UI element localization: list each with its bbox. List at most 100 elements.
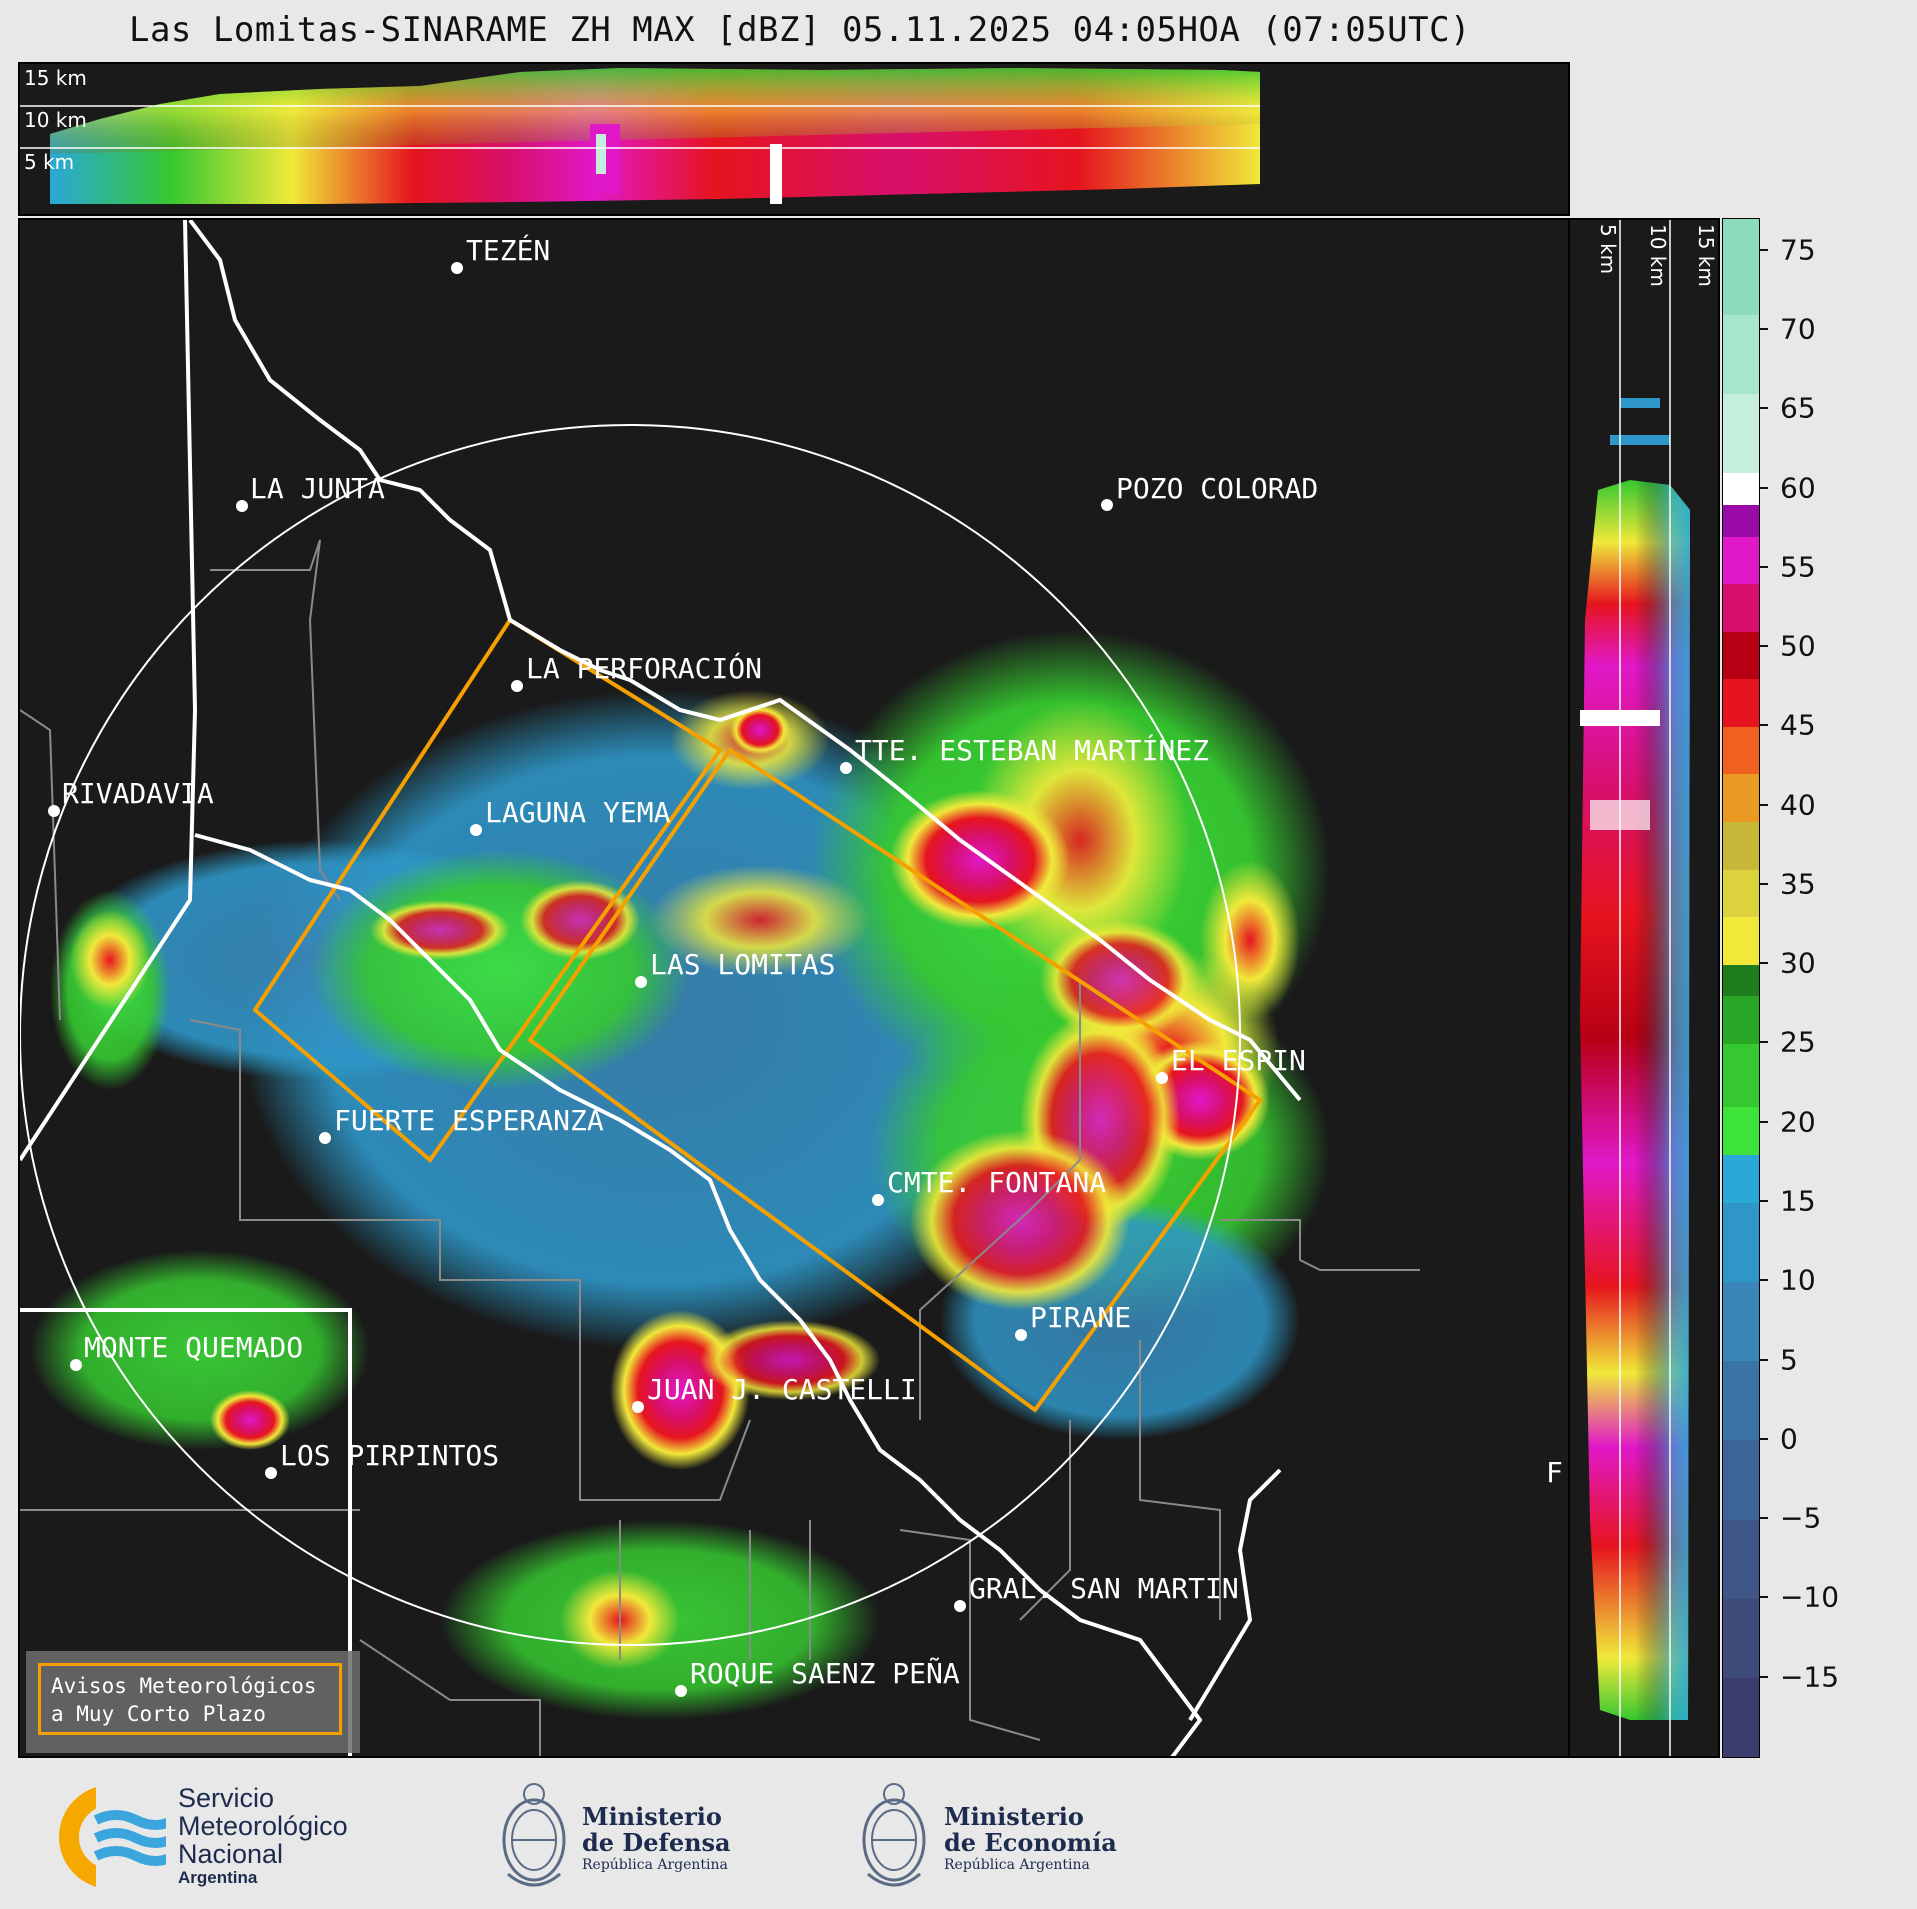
defensa-line2: de Defensa [582,1828,731,1857]
colorbar-tick-label: 25 [1780,1025,1816,1059]
colorbar-segment [1723,631,1759,680]
colorbar-segment [1723,536,1759,585]
colorbar-tick-mark [1760,248,1768,251]
colorbar-tick-label: 0 [1780,1422,1798,1456]
city-label-f: F [1546,1456,1563,1489]
colorbar-tick-label: 35 [1780,867,1816,901]
economia-shield-icon [862,1783,926,1887]
colorbar-segment [1723,678,1759,727]
colorbar-segment [1723,726,1759,775]
colorbar-segment [1723,1439,1759,1520]
city-label-monte-quemado: MONTE QUEMADO [84,1331,303,1364]
colorbar-segment [1723,869,1759,918]
city-dot-los-pirpintos [265,1467,277,1479]
city-dot-rivadavia [48,805,60,817]
city-dot-cmte-fontana [872,1194,884,1206]
colorbar-segment [1723,219,1759,315]
colorbar-tick-label: 20 [1780,1105,1816,1139]
city-dot-juan-j-castelli [632,1401,644,1413]
city-dot-laguna-yema [470,824,482,836]
warning-legend: Avisos Meteorológicos a Muy Corto Plazo [26,1651,360,1753]
city-label-roque-saenz-pena: ROQUE SAENZ PEÑA [690,1656,960,1690]
economia-logo-text: Ministerio de Economía República Argenti… [944,1804,1117,1874]
city-dot-las-lomitas [635,976,647,988]
colorbar-tick-label: 15 [1780,1184,1816,1218]
colorbar-tick-mark [1760,1041,1768,1044]
warning-legend-frame: Avisos Meteorológicos a Muy Corto Plazo [38,1663,342,1735]
warning-legend-line2: a Muy Corto Plazo [51,1702,266,1726]
colorbar-segment [1723,1598,1759,1679]
city-label-cmte-fontana: CMTE. FONTANA [887,1166,1106,1199]
colorbar-tick-mark [1760,882,1768,885]
smn-line3: Nacional [178,1839,284,1869]
economia-line2: de Economía [944,1828,1117,1857]
city-dot-gral-san-martin [954,1600,966,1612]
smn-line2: Meteorológico [178,1811,348,1841]
colorbar-tick-mark [1760,645,1768,648]
colorbar-tick-label: −10 [1780,1580,1840,1614]
colorbar-segment [1723,1043,1759,1108]
colorbar-tick-label: 5 [1780,1343,1798,1377]
colorbar-segment [1723,773,1759,822]
colorbar-tick-label: 30 [1780,946,1816,980]
radar-map-panel: TEZÉN LA JUNTA POZO COLORAD LA PERFORACI… [18,218,1570,1758]
colorbar-tick-mark [1760,1200,1768,1203]
city-label-laguna-yema: LAGUNA YEMA [485,796,671,829]
city-label-la-perforacion: LA PERFORACIÓN [526,651,762,685]
colorbar-tick-mark [1760,407,1768,410]
defensa-line1: Ministerio [582,1802,722,1831]
city-dot-el-espinillo [1156,1072,1168,1084]
city-dot-fuerte-esperanza [319,1132,331,1144]
city-dot-la-perforacion [511,680,523,692]
colorbar-segment [1723,393,1759,474]
warning-polygons [252,617,1263,1413]
colorbar-tick-mark [1760,565,1768,568]
city-dot-pirane [1015,1329,1027,1341]
colorbar-tick-mark [1760,1596,1768,1599]
colorbar-segment [1723,504,1759,537]
colorbar-segment [1723,1281,1759,1362]
colorbar-segment [1723,314,1759,394]
radar-echoes [30,630,1330,1720]
colorbar-tick-mark [1760,327,1768,330]
city-label-los-pirpintos: LOS PIRPINTOS [280,1439,499,1472]
colorbar-segment [1723,1360,1759,1441]
colorbar-tick-mark [1760,962,1768,965]
defensa-line3: República Argentina [582,1857,728,1873]
city-dot-monte-quemado [70,1359,82,1371]
smn-line1: Servicio [178,1783,275,1813]
city-label-gral-san-martin: GRAL. SAN MARTIN [969,1572,1239,1605]
defensa-logo-text: Ministerio de Defensa República Argentin… [582,1804,731,1874]
smn-logo-text: Servicio Meteorológico Nacional Argentin… [178,1784,348,1888]
map-title: Las Lomitas-SINARAME ZH MAX [dBZ] 05.11.… [128,10,1472,50]
colorbar-segment [1723,1154,1759,1203]
footer-logos: Servicio Meteorológico Nacional Argentin… [0,1762,1917,1909]
city-label-juan-j-castelli: JUAN J. CASTELLI [647,1373,917,1406]
city-label-las-lomitas: LAS LOMITAS [650,948,835,981]
city-dot-pozo-colorado [1101,499,1113,511]
colorbar-segment [1723,472,1759,505]
colorbar-segment [1723,916,1759,965]
side-cross-section-panel: 5 km 10 km 15 km [1570,218,1720,1758]
colorbar-tick-label: 70 [1780,312,1816,346]
colorbar-tick-mark [1760,1358,1768,1361]
economia-line1: Ministerio [944,1802,1084,1831]
city-label-la-junta: LA JUNTA [250,472,385,505]
top-cross-section-panel: 15 km 10 km 5 km [18,62,1570,216]
colorbar-segment [1723,964,1759,997]
colorbar-segment [1723,1202,1759,1282]
radar-map-svg: TEZÉN LA JUNTA POZO COLORAD LA PERFORACI… [20,220,1563,1756]
side-height-label-10km: 10 km [1646,224,1670,287]
colorbar-segment [1723,995,1759,1044]
colorbar-tick-label: 55 [1780,550,1816,584]
city-dot-tezen [451,262,463,274]
top-height-label-15km: 15 km [24,66,87,90]
top-height-label-10km: 10 km [24,108,87,132]
smn-logo-icon [59,1782,166,1892]
colorbar-segment [1723,1677,1759,1758]
city-label-pozo-colorado: POZO COLORAD [1116,472,1318,505]
city-label-pirane: PIRANE [1030,1301,1131,1334]
colorbar-tick-label: 60 [1780,471,1816,505]
smn-line4: Argentina [178,1868,258,1887]
city-label-tezen: TEZÉN [466,233,550,267]
